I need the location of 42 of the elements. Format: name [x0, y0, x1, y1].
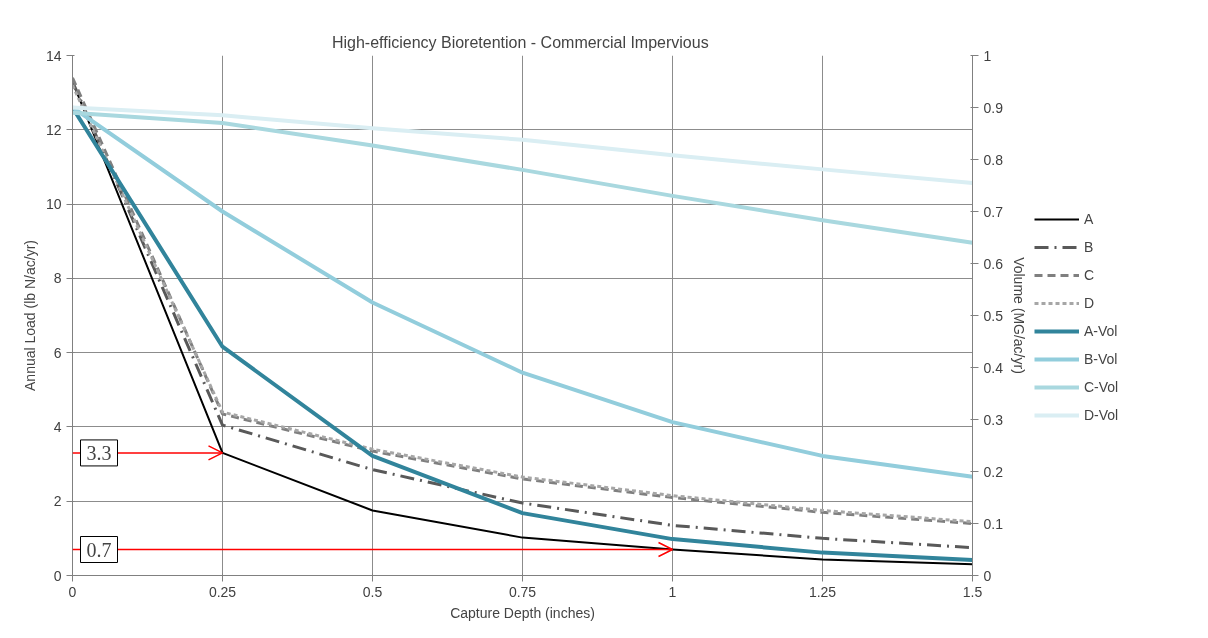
y-tick-label: 12 [45, 121, 62, 138]
y2-axis-title: Volume (MG/ac/yr) [1010, 257, 1027, 374]
chart-title: High-efficiency Bioretention - Commercial Impervious [331, 33, 709, 51]
x-tick-label: 1.25 [808, 583, 837, 600]
y2-tick-label: 0.1 [983, 515, 1004, 532]
y-tick-label: 2 [53, 493, 62, 510]
y2-tick-label: 0.4 [983, 359, 1004, 376]
legend-label: A-Vol [1084, 323, 1118, 339]
x-tick-label: 1 [668, 583, 677, 600]
legend-label: A [1084, 211, 1095, 227]
y2-tick-label: 0.2 [983, 463, 1004, 480]
legend-label: C-Vol [1084, 379, 1119, 395]
x-axis-title: Capture Depth (inches) [450, 604, 595, 621]
legend-label: B-Vol [1084, 351, 1118, 367]
line-series [72, 110, 973, 245]
y2-tick-label: 1 [983, 47, 992, 64]
legend-label: D-Vol [1084, 407, 1119, 423]
y-tick-label: 10 [45, 196, 62, 213]
x-tick-label: 1.5 [962, 583, 983, 600]
y-tick-label: 6 [53, 344, 62, 361]
y2-tick-label: 0.8 [983, 151, 1004, 168]
annotation: 3.3 [86, 441, 112, 464]
y2-tick-label: 0.7 [983, 203, 1004, 220]
y2-tick-label: 0.9 [983, 99, 1004, 116]
legend-label: B [1084, 239, 1095, 255]
x-tick-label: 0.5 [362, 583, 383, 600]
legend-label: C [1084, 267, 1096, 283]
annotation: 0.7 [86, 538, 112, 561]
y-tick-label: 4 [53, 418, 62, 435]
y2-tick-label: 0.5 [983, 307, 1004, 324]
y2-tick-label: 0.3 [983, 411, 1004, 428]
y-tick-label: 8 [53, 270, 62, 287]
x-tick-label: 0 [68, 583, 77, 600]
y-tick-label: 0 [53, 567, 62, 584]
line-series [72, 105, 973, 185]
y2-tick-label: 0 [983, 567, 992, 584]
x-tick-label: 0.25 [208, 583, 237, 600]
x-tick-label: 0.75 [508, 583, 537, 600]
y-tick-label: 14 [45, 47, 62, 64]
y-axis-title: Annual Load (lb N/ac/yr) [21, 240, 38, 391]
legend-label: D [1084, 295, 1096, 311]
y2-tick-label: 0.6 [983, 255, 1004, 272]
